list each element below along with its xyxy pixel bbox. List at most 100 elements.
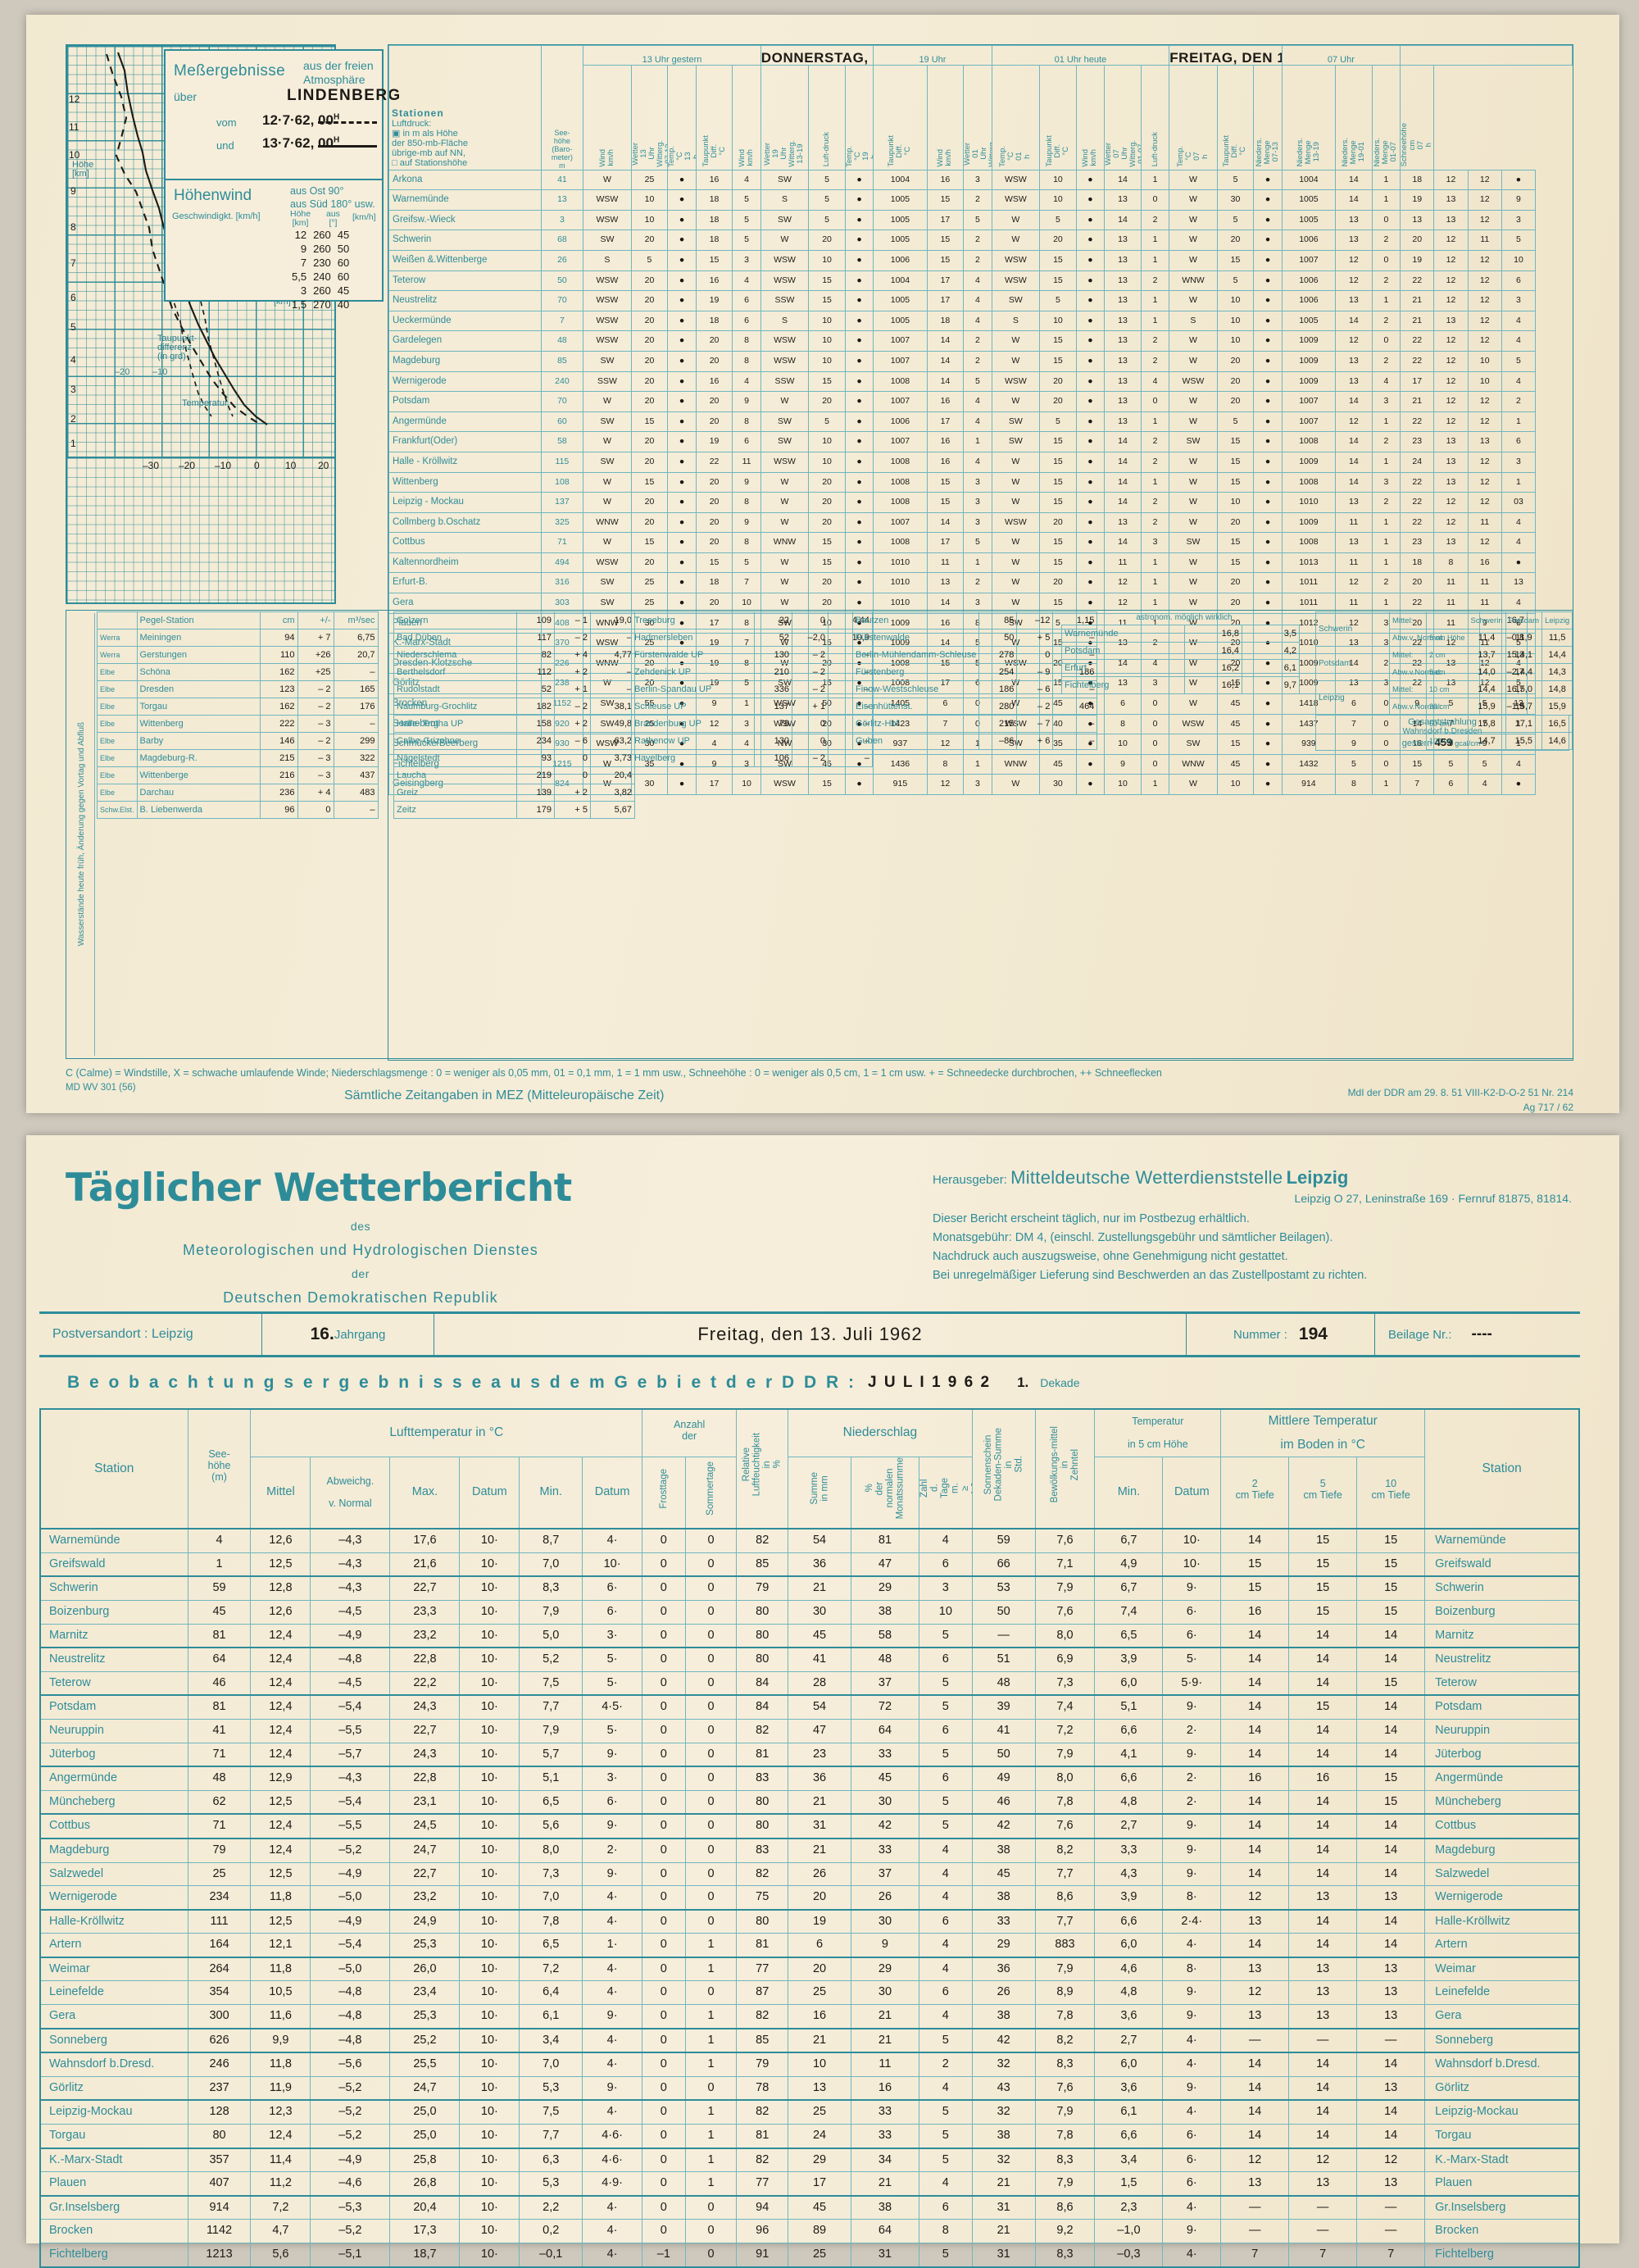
synoptic-cell: 20 [630,310,669,332]
pegel-river: Elbe [97,698,138,716]
synoptic-cell: 1010 [1281,492,1337,513]
soil-depth-leipzig: 14,8 [1541,680,1573,698]
synoptic-cell: 20 [630,492,669,513]
synoptic-station-name: Neustrelitz [388,290,542,311]
synoptic-cell: 10 [1039,189,1077,211]
jahrgang-label: Jahrgang [334,1327,386,1342]
pegel-row: Schw.Elst. B. Liebenwerda 96 0– [97,801,379,819]
jahrgang-number: 16. [310,1325,334,1343]
climate-cell-proz: 21 [850,2004,919,2029]
pegel-cm: 215 [978,715,1018,733]
synoptic-cell: 5 [1216,411,1255,433]
synoptic-cell: 15 [1039,451,1077,473]
synoptic-cell: 1 [1140,290,1170,311]
climate-cell-h: 45 [187,1599,252,1625]
climate-cell-bew: 7,9 [1034,1956,1096,1982]
pegel-change: + 7 [297,629,334,647]
climate-cell-b2: 12 [1220,1980,1290,2006]
pegel-discharge: 3,73 [590,749,635,767]
upper-wind-aus: 260 [313,284,331,297]
synoptic-cell: 4 [963,270,992,292]
climate-cell-abw: –5,5 [310,1813,391,1839]
climate-cell-b2: 14 [1220,1528,1290,1553]
pegel-change: + 5 [1016,629,1054,647]
synoptic-cell: 8 [1433,552,1469,574]
climate-col-station-right: Station [1424,1408,1580,1529]
synoptic-cell: 11 [1335,511,1373,534]
synoptic-cell: 21 [1400,310,1435,332]
climate-cell-summe: 29 [788,2147,851,2173]
synoptic-cell: ● [1253,552,1283,574]
synoptic-cell: SW [760,209,810,231]
synoptic-cell: W [1169,774,1218,795]
synoptic-cell: W [1169,492,1218,513]
synoptic-station-name: Schwerin [388,230,542,251]
climate-cell-max: 18,7 [389,2243,461,2268]
climate-station-name: Plauen [39,2171,188,2197]
synoptic-cell: 5 [1216,209,1255,231]
synoptic-cell: 20 [1216,511,1255,534]
pegel-cm: 254 [978,663,1018,681]
climate-cell-abw: –4,9 [310,1861,391,1887]
climate-cell-sommer: 0 [684,1766,738,1791]
synoptic-cell: WSW [991,169,1041,191]
climate-table-row: Plauen 407 11,2 –4,6 26,8 10· 5,3 4·9· 0 1 77 17 21 4… [39,2171,1580,2197]
climate-cell-t5dat: 9· [1162,1575,1222,1601]
climate-cell-max: 24,3 [389,1742,461,1767]
climate-cell-tage: 3 [918,1575,973,1601]
synoptic-cell: ● [1253,734,1283,755]
climate-cell-dmax: 10· [459,1908,520,1934]
climate-cell-max: 24,7 [389,1837,461,1863]
synoptic-cell: ● [1253,310,1283,332]
climate-cell-b10: 13 [1356,1956,1426,1982]
sunshine-actual: 3,5 [1242,625,1300,643]
climate-cell-sonne: 50 [971,1742,1036,1767]
pegel-cm: 52 [754,629,792,647]
pegel-station: Treseburg [631,611,755,629]
synoptic-cell: 20 [1400,572,1435,594]
synoptic-subheader-17: Taupunkt Diff. °C [1216,64,1255,170]
climate-cell-b10: 14 [1356,1837,1426,1863]
synoptic-cell: 13 [926,572,965,594]
climate-cell-b10: 14 [1356,1908,1426,1934]
pegel-change: + 1 [554,680,591,698]
synoptic-cell: 18 [1400,169,1435,191]
synoptic-cell: W [991,471,1041,493]
pegel-station: Niederschlema [393,646,517,664]
climate-col-boden-10cm: 10 cm Tiefe [1356,1457,1426,1529]
pegel-cm: –86 [978,732,1018,750]
synoptic-cell: 9 [732,511,761,534]
synoptic-cell: 1005 [873,230,928,251]
climate-cell-summe: 25 [788,2099,851,2125]
climate-cell-mittel: 11,8 [250,1885,311,1911]
climate-cell-dmin: 10· [582,1552,643,1577]
climate-cell-max: 23,1 [389,1789,461,1815]
synoptic-cell: W [1169,511,1218,534]
climate-cell-h: 25 [187,1861,252,1887]
publisher-line: Herausgeber: Mitteldeutsche Wetterdienst… [933,1167,1580,1189]
synoptic-cell: 2 [1140,330,1170,352]
climate-col-station: Station [39,1408,188,1529]
climate-cell-sommer: 0 [684,1528,738,1553]
synoptic-cell: ● [1253,209,1283,231]
pegel-station: Wittenberge [136,766,261,784]
synoptic-cell: 1009 [1281,350,1337,372]
pegel-row: Görlitz-Hbf 215– 7– [851,715,1098,733]
pegel-cm: 186 [978,680,1018,698]
climate-cell-sonne: 31 [971,2194,1036,2220]
climate-cell-b2: 14 [1220,1933,1290,1958]
synoptic-station-height: 240 [540,370,584,393]
synoptic-cell: 22 [695,451,733,473]
soil-depth-schwerin: 11,4 [1467,629,1506,647]
upper-wind-kmh: 45 [337,229,350,241]
synoptic-cell: 15 [1216,451,1255,473]
synoptic-cell: 6 [732,431,761,452]
climate-cell-b5: — [1288,2027,1358,2053]
synoptic-cell: 10 [1039,310,1077,332]
sunshine-possible: 16,8 [1184,625,1242,643]
climate-cell-b5: 14 [1288,1861,1358,1887]
climate-cell-b10: 14 [1356,2124,1426,2149]
climate-cell-bew: 7,3 [1034,1670,1096,1696]
climate-cell-tage: 5 [918,1742,973,1767]
synoptic-subheader-3: Taupunkt Diff. °C [695,64,733,170]
